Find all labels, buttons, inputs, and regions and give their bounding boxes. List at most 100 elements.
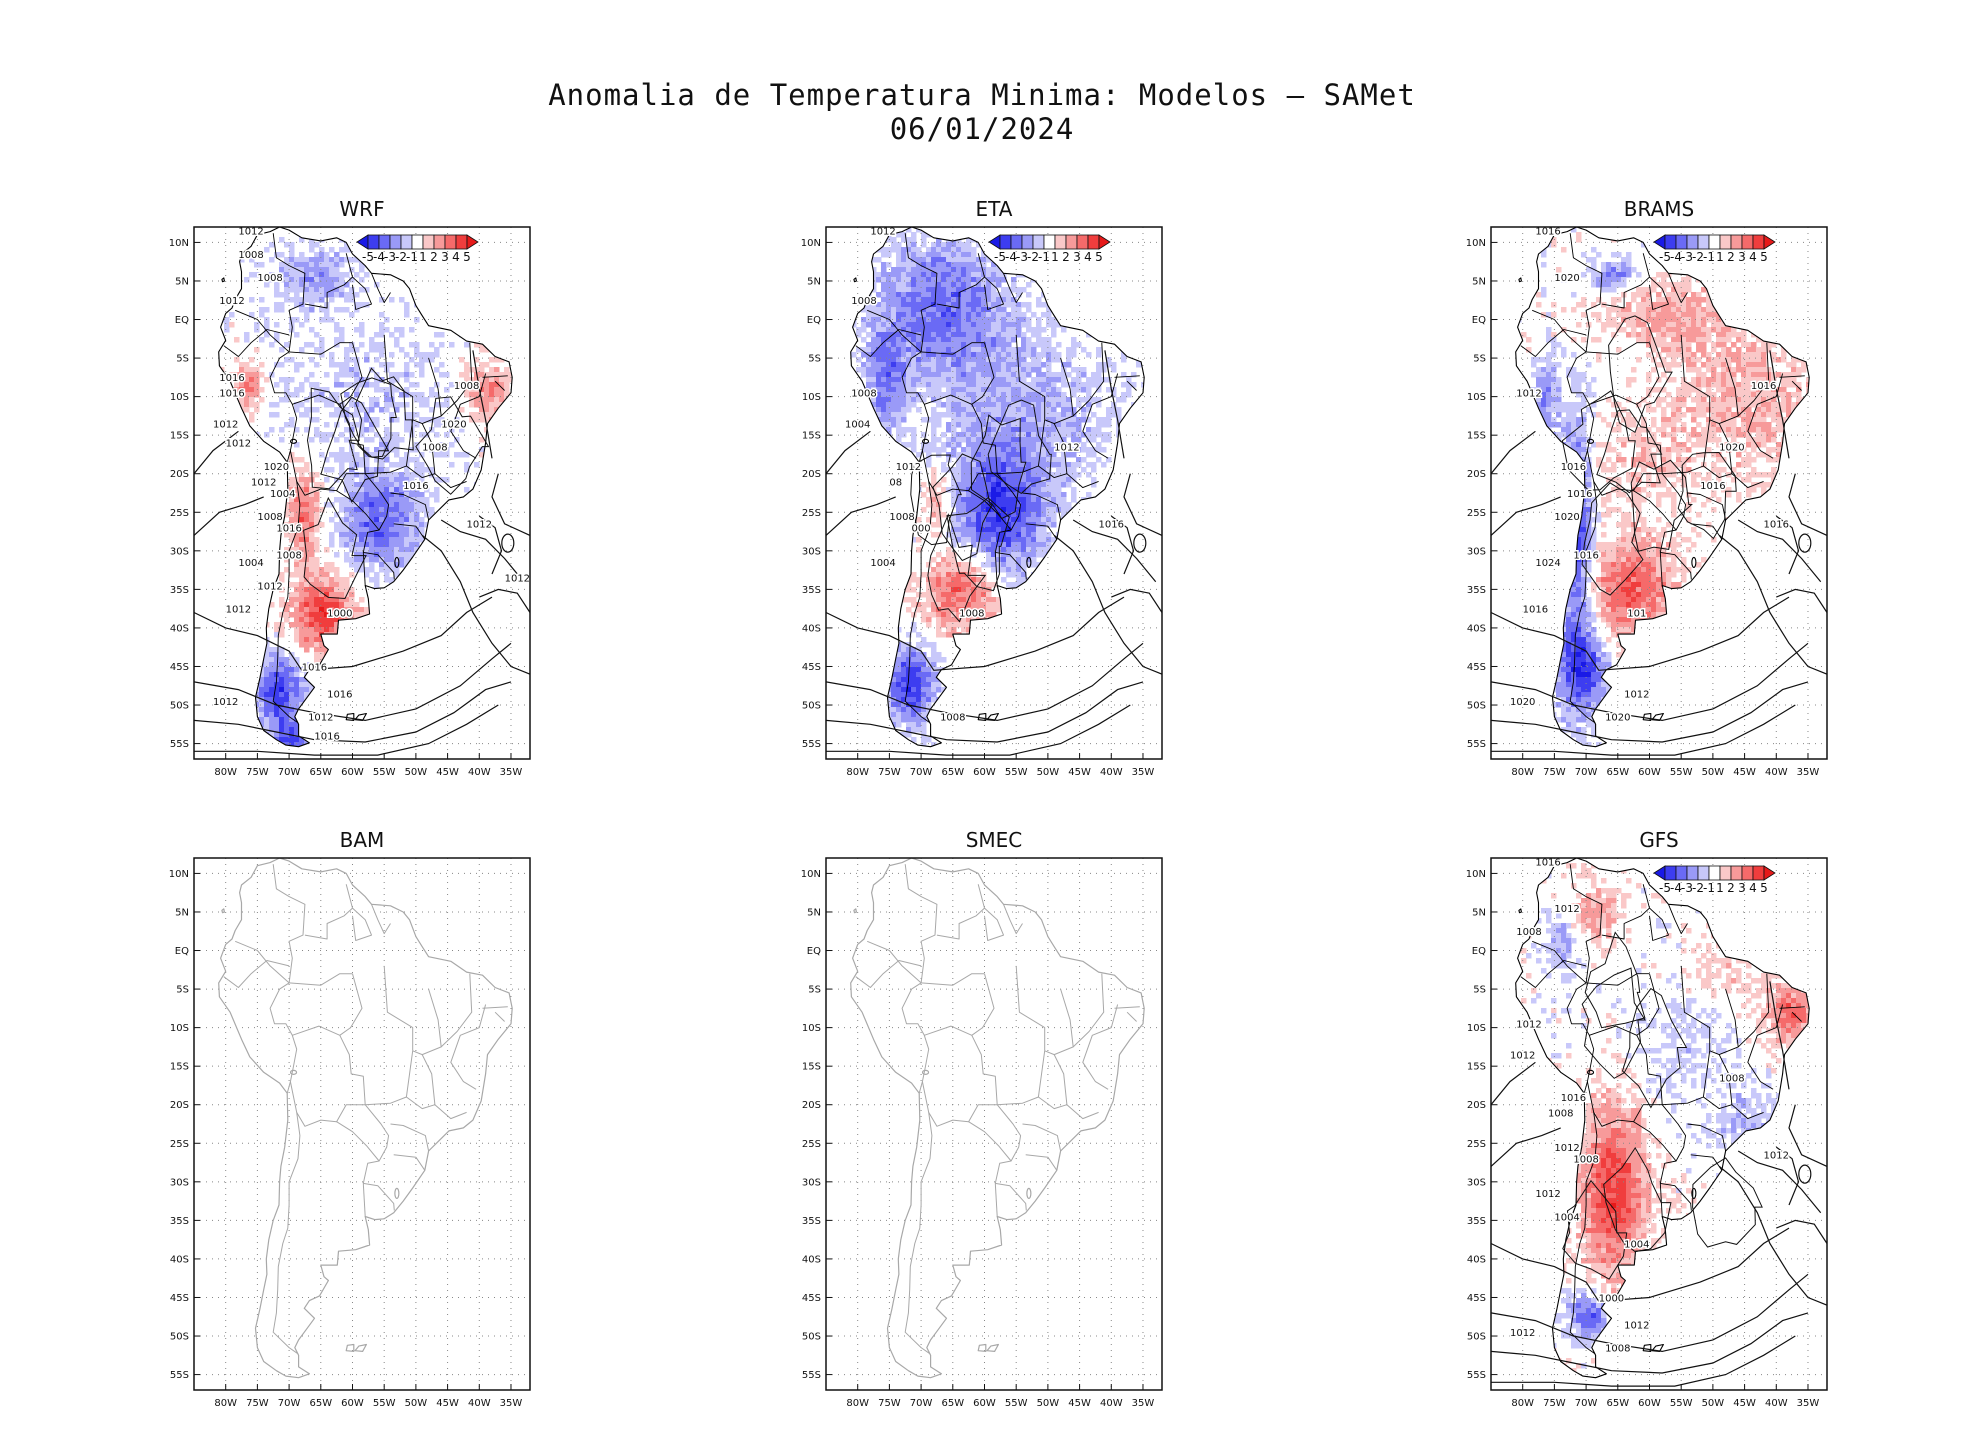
- contour-label: 1020: [1719, 443, 1744, 454]
- lat-label: 10S: [802, 1023, 821, 1034]
- lat-label: 5S: [808, 985, 821, 996]
- panel-title: SMEC: [965, 828, 1023, 852]
- lat-label: 40S: [802, 623, 821, 634]
- anomaly-field: [850, 227, 1145, 747]
- lon-label: 40W: [1100, 1398, 1123, 1409]
- contour-label: 1012: [1624, 1320, 1649, 1331]
- lat-label: 20S: [170, 1100, 189, 1111]
- contour-label: 1008: [851, 389, 876, 400]
- contour-label: 1020: [264, 462, 289, 473]
- contour-label: 1008: [276, 551, 301, 562]
- lat-label: 35S: [1467, 585, 1486, 596]
- contour-labels: 1016101610161016101610121020102010121016…: [1508, 225, 1790, 725]
- lat-label: 40S: [170, 623, 189, 634]
- lon-label: 55W: [1670, 1398, 1693, 1409]
- contour-label: 1016: [327, 689, 352, 700]
- colorbar-label: -2: [395, 250, 407, 264]
- contour-label: 1008: [959, 608, 984, 619]
- lat-label: 15S: [170, 1062, 189, 1073]
- colorbar-label: 5: [1760, 881, 1768, 895]
- contour-label: 1008: [257, 512, 282, 523]
- lon-label: 60W: [973, 767, 996, 778]
- contour-label: 1016: [1751, 381, 1776, 392]
- colorbar-label: -2: [1027, 250, 1039, 264]
- lon-label: 65W: [309, 767, 332, 778]
- lat-label: EQ: [1472, 315, 1486, 326]
- contour-labels: 1008 1012 1008 1004 1008 1012 1016 1008 1012 1008…: [843, 225, 1125, 725]
- lon-label: 40W: [1765, 767, 1788, 778]
- lat-label: 55S: [802, 739, 821, 750]
- lat-label: 30S: [802, 1177, 821, 1188]
- map-eta: 1008 1012 1008 1004 1008 1012 1016 1008 1012 1008…: [801, 225, 1163, 778]
- lat-label: 15S: [802, 431, 821, 442]
- lon-label: 35W: [1132, 767, 1155, 778]
- lon-label: 55W: [373, 767, 396, 778]
- lat-label: 5N: [175, 907, 189, 918]
- map-frame: [1490, 857, 1828, 1391]
- contour-label: 1016: [302, 662, 327, 673]
- lat-label: 45S: [170, 1293, 189, 1304]
- lat-label: EQ: [807, 315, 821, 326]
- colorbar-label: 3: [1738, 250, 1746, 264]
- map-frame: [825, 857, 1163, 1391]
- contour-label: 1004: [1554, 1212, 1579, 1223]
- contour-label: 1016: [1523, 605, 1548, 616]
- pressure-contours: [826, 350, 1162, 756]
- lon-label: 55W: [1670, 767, 1693, 778]
- contour-label: 1012: [308, 712, 333, 723]
- map-gfs: 1012101210121012101610121012100410081012…: [1466, 856, 1828, 1409]
- lon-label: 70W: [910, 1398, 933, 1409]
- lon-label: 80W: [214, 1398, 237, 1409]
- contour-label: 1012: [467, 520, 492, 531]
- colorbar-label: 2: [430, 250, 438, 264]
- contour-label: 1008: [1548, 1108, 1573, 1119]
- colorbar-label: 2: [1062, 250, 1070, 264]
- colorbar: -5 -4 -3 -2 -1 1 2 3 4 5: [988, 234, 1111, 264]
- lat-label: 15S: [1467, 431, 1486, 442]
- pressure-contours: [194, 350, 530, 756]
- lat-label: 25S: [1467, 508, 1486, 519]
- lon-label: 70W: [1575, 767, 1598, 778]
- colorbar-label: 1: [1716, 250, 1724, 264]
- lat-label: 50S: [170, 701, 189, 712]
- lat-label: 10S: [802, 392, 821, 403]
- colorbar-label: -2: [1692, 250, 1704, 264]
- panel-gfs: GFS 1012 1012 1012 1012 1016 1012 1012 1004 1008…: [1466, 828, 1828, 1409]
- lat-label: 20S: [170, 469, 189, 480]
- colorbar-label: 2: [1727, 250, 1735, 264]
- colorbar: -5 -4 -3 -2 -1 1 2 3 4 5: [1653, 865, 1776, 895]
- lon-label: 35W: [1797, 767, 1820, 778]
- contour-label: 1012: [1554, 1143, 1579, 1154]
- panel-eta: ETA 1008 1012 1008 1004 1008 1012 1016 1008 1012…: [801, 197, 1163, 778]
- lon-label: 50W: [1037, 767, 1060, 778]
- lat-label: 35S: [802, 1216, 821, 1227]
- contour-label: 1020: [1605, 712, 1630, 723]
- colorbar-label: -4: [373, 250, 385, 264]
- lon-label: 65W: [941, 767, 964, 778]
- lon-label: 75W: [246, 1398, 269, 1409]
- contour-label: 1016: [314, 732, 339, 743]
- colorbar: -5 -4 -3 -2 -1 1 2 3 4 5: [356, 234, 479, 264]
- pressure-contours: [1491, 931, 1827, 1387]
- lon-label: 45W: [436, 1398, 459, 1409]
- colorbar-label: 5: [1095, 250, 1103, 264]
- contour-label: 1012: [1554, 904, 1579, 915]
- contour-label: 1020: [441, 419, 466, 430]
- contour-label: 1012: [219, 296, 244, 307]
- lat-label: 55S: [1467, 739, 1486, 750]
- lat-label: 50S: [802, 1332, 821, 1343]
- contour-label: 1012: [1764, 1151, 1789, 1162]
- lat-label: 5N: [807, 907, 821, 918]
- lat-label: 40S: [1467, 1254, 1486, 1265]
- lat-label: 15S: [802, 1062, 821, 1073]
- lon-label: 55W: [1005, 1398, 1028, 1409]
- contour-label: 1008: [1573, 1155, 1598, 1166]
- colorbar-label: -4: [1670, 250, 1682, 264]
- lat-label: 50S: [1467, 701, 1486, 712]
- lon-label: 50W: [1702, 767, 1725, 778]
- lat-label: 50S: [802, 701, 821, 712]
- lon-label: 80W: [846, 1398, 869, 1409]
- lon-label: 70W: [1575, 1398, 1598, 1409]
- lon-label: 75W: [246, 767, 269, 778]
- lat-label: 25S: [170, 508, 189, 519]
